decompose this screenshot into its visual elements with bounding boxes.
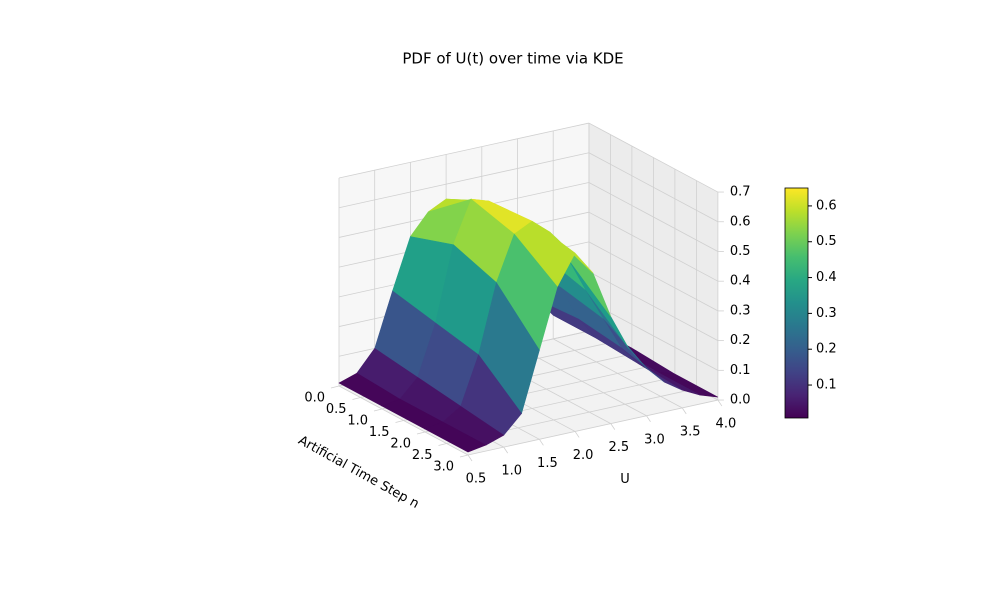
grid-line — [588, 300, 719, 371]
x-tick-label: 1.5 — [369, 425, 390, 440]
grid-line — [338, 152, 589, 209]
z-tick-label: 0.0 — [730, 393, 751, 408]
z-tick-label: 0.2 — [730, 333, 751, 348]
y-tick-label: 2.5 — [608, 440, 629, 455]
colorbar-tick-label: 0.6 — [816, 198, 837, 213]
chart-title: PDF of U(t) over time via KDE — [402, 50, 623, 68]
z-tick-label: 0.5 — [730, 244, 751, 259]
grid-line — [467, 399, 718, 456]
tick-mark — [467, 454, 473, 462]
tick-mark — [681, 407, 687, 415]
z-tick-label: 0.3 — [730, 303, 751, 318]
colorbar-tick-label: 0.3 — [816, 306, 837, 321]
tick-mark — [373, 408, 383, 412]
grid-line — [588, 182, 719, 252]
z-tick-label: 0.1 — [730, 363, 751, 378]
tick-mark — [459, 454, 469, 458]
grid-line — [588, 122, 719, 193]
grid-line — [338, 385, 469, 456]
y-tick-label: 3.0 — [644, 432, 665, 447]
grid-line — [517, 346, 647, 417]
z-tick-label: 0.7 — [730, 185, 751, 200]
x-tick-label: 1.0 — [347, 414, 368, 429]
grid-line — [588, 241, 719, 312]
colorbar-tick-label: 0.4 — [816, 270, 837, 285]
y-axis-label: U — [620, 472, 630, 487]
y-tick-label: 1.0 — [501, 464, 522, 479]
grid-line — [588, 271, 719, 341]
colorbar-tick-label: 0.1 — [816, 378, 837, 393]
grid-line — [588, 152, 719, 223]
colorbar — [784, 187, 809, 419]
tick-mark — [416, 431, 426, 435]
colorbar-tick-label: 0.2 — [816, 342, 837, 357]
tick-mark — [503, 446, 509, 454]
x-tick-label: 2.0 — [390, 437, 411, 452]
tick-mark — [610, 423, 616, 430]
z-tick-label: 0.4 — [730, 274, 751, 289]
x-tick-label: 0.5 — [326, 402, 347, 417]
tick-mark — [646, 415, 651, 422]
tick-mark — [352, 397, 361, 400]
x-tick-label: 3.0 — [433, 460, 454, 475]
z-tick-label: 0.6 — [730, 214, 751, 229]
tick-mark — [717, 399, 723, 407]
y-tick-label: 3.5 — [680, 424, 701, 439]
surface-patch — [424, 421, 487, 453]
tick-mark — [438, 443, 447, 446]
x-tick-label: 0.0 — [304, 391, 325, 406]
y-tick-label: 0.5 — [466, 472, 487, 487]
tick-mark — [330, 385, 340, 389]
grid-line — [338, 122, 589, 179]
x-tick-label: 2.5 — [412, 448, 433, 463]
grid-line — [553, 338, 683, 409]
tick-mark — [395, 420, 404, 423]
tick-mark — [574, 431, 580, 438]
tick-mark — [539, 439, 544, 446]
colorbar-tick-label: 0.5 — [816, 234, 837, 249]
grid-line — [588, 211, 719, 282]
y-tick-label: 4.0 — [716, 417, 737, 432]
y-tick-label: 1.5 — [537, 456, 558, 471]
y-tick-label: 2.0 — [573, 448, 594, 463]
